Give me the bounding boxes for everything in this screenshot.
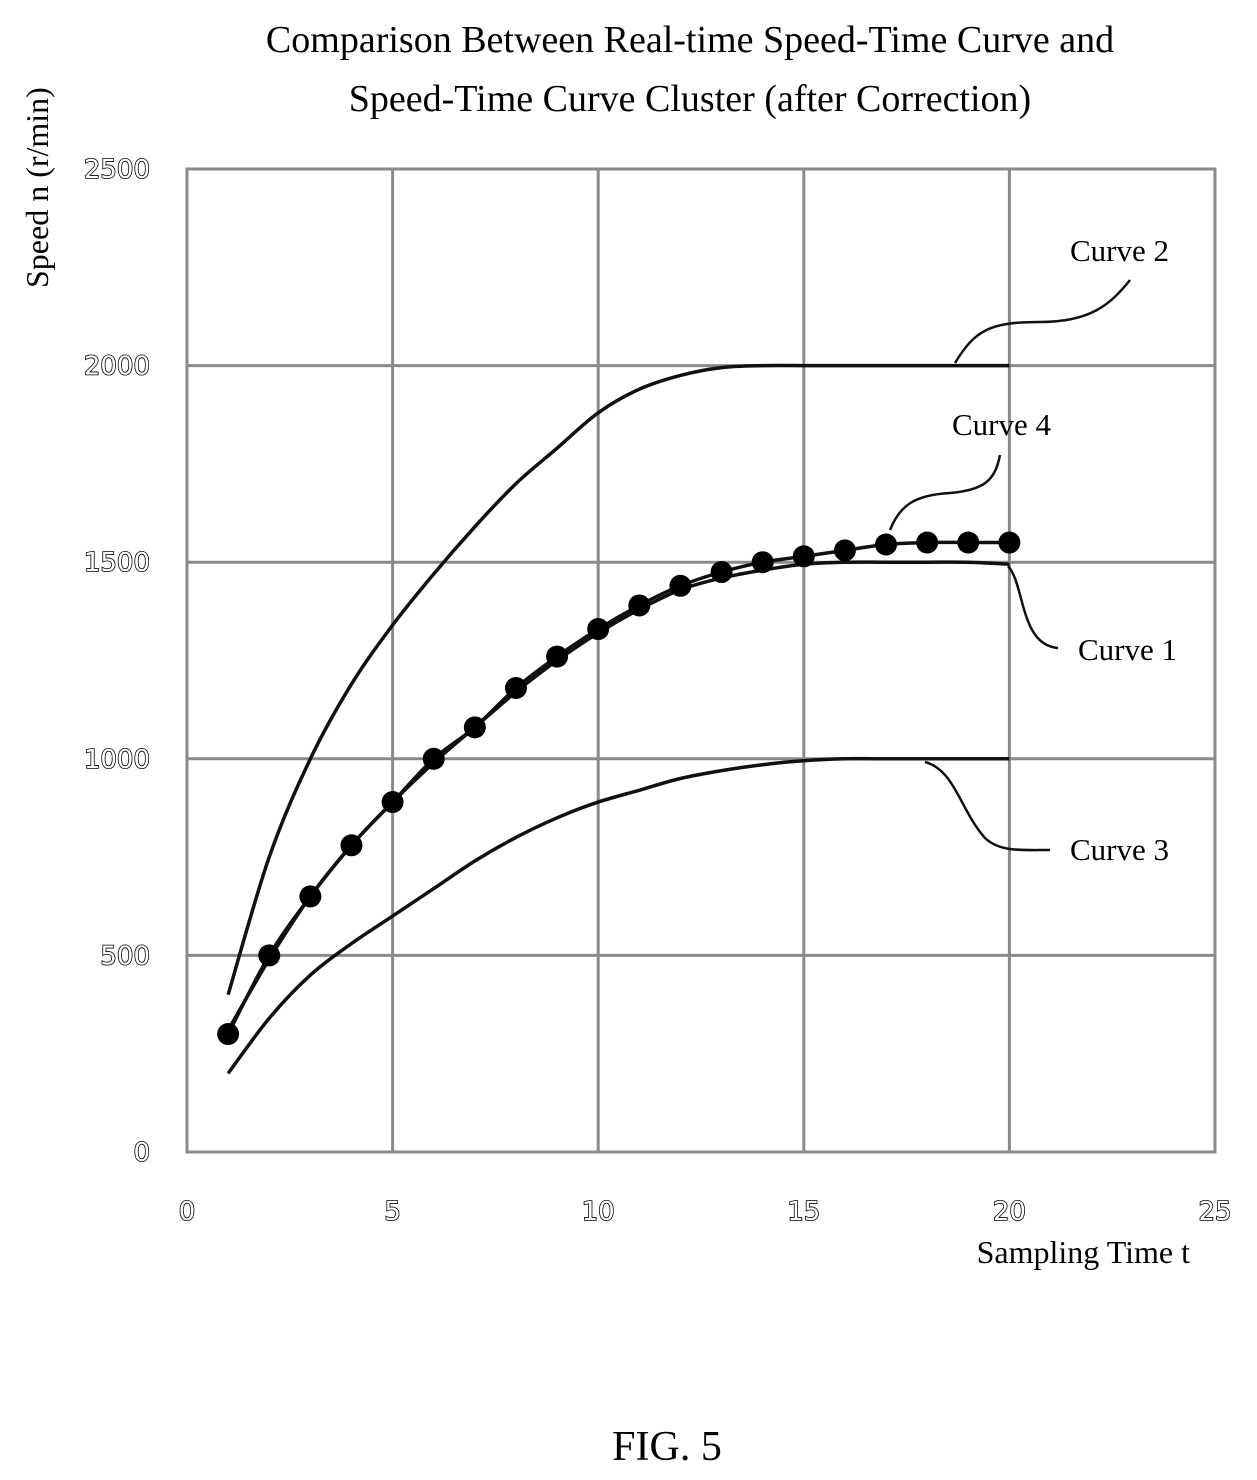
y-tick-label: 1500 [84, 548, 150, 578]
y-tick-label: 0 [133, 1138, 150, 1168]
figure-label: FIG. 5 [612, 1424, 722, 1470]
curve-4-point [217, 1023, 240, 1046]
plot-frame [185, 167, 1217, 1154]
curve-4-point [875, 533, 898, 556]
curve-4-point [628, 594, 651, 617]
x-tick-label: 20 [993, 1197, 1026, 1227]
curve-3-line [226, 756, 1010, 1075]
curve-4-point [792, 545, 815, 568]
curve-4-point [546, 645, 569, 668]
curve-1-label: Curve 1 [1078, 632, 1177, 667]
y-axis-label: Speed n (r/min) [19, 87, 55, 288]
y-tick-label: 1000 [84, 745, 150, 775]
curve-4-point [669, 574, 692, 597]
curve-4-point [340, 834, 363, 857]
curve-3-label: Curve 3 [1070, 832, 1169, 867]
curve-4-point [998, 531, 1021, 554]
x-tick-label: 10 [582, 1197, 615, 1227]
chart-title-line-2: Speed-Time Curve Cluster (after Correcti… [349, 78, 1031, 120]
curve-4-point [916, 531, 939, 554]
x-tick-label: 0 [179, 1197, 196, 1227]
curve-4-point [833, 539, 856, 562]
y-tick-label: 2000 [84, 352, 150, 382]
curve-4-point [710, 561, 733, 584]
grid [185, 167, 1217, 1154]
x-tick-label: 5 [384, 1197, 401, 1227]
curve-4-point [957, 531, 980, 554]
curve-4-point [587, 618, 610, 641]
curve-4-point [463, 716, 486, 739]
curve-4-line [226, 540, 1010, 1035]
chart-title-line-1: Comparison Between Real-time Speed-Time … [266, 19, 1114, 61]
curve-4-point [751, 551, 774, 574]
curve-4-point [422, 747, 445, 770]
curve-1-leader [1007, 565, 1059, 650]
curve-4-point [299, 885, 322, 908]
x-tick-label: 25 [1198, 1197, 1231, 1227]
curve-4-point [504, 677, 527, 700]
curve-4-leader [888, 454, 1002, 531]
curve-4-point [258, 944, 281, 967]
tick-labels: 0 5 10 15 20 25 0 500 1000 1500 2000 2500 [83, 154, 1232, 1228]
curve-2-label: Curve 2 [1070, 233, 1169, 268]
curve-3-leader [924, 760, 1051, 852]
y-tick-label: 2500 [84, 155, 150, 185]
x-tick-label: 15 [787, 1197, 820, 1227]
series [217, 363, 1021, 1075]
curve-4-point [381, 791, 404, 814]
curve-2-leader [953, 279, 1131, 364]
curve-2-line [226, 363, 1010, 996]
x-axis-label: Sampling Time t [977, 1234, 1191, 1270]
curve-4-label: Curve 4 [952, 407, 1052, 442]
y-tick-label: 500 [100, 941, 150, 971]
